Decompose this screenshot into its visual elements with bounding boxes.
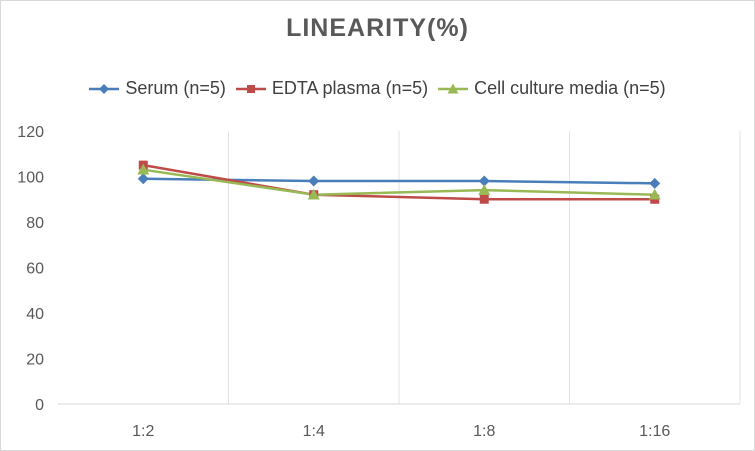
series-3-point	[648, 188, 661, 200]
y-tick-label: 40	[26, 306, 44, 323]
legend-label: Cell culture media (n=5)	[474, 78, 666, 98]
legend-swatch	[438, 83, 469, 93]
x-tick-label: 1:2	[132, 423, 154, 440]
series-1-point	[308, 175, 320, 187]
legend-item: Cell culture media (n=5)	[438, 78, 666, 99]
x-tick-label: 1:8	[473, 423, 495, 440]
series-3-point	[307, 188, 320, 200]
chart-title: LINEARITY(%)	[286, 14, 469, 42]
legend-item: Serum (n=5)	[89, 78, 226, 99]
x-tick-label: 1:4	[303, 423, 325, 440]
legend-swatch	[89, 83, 120, 94]
series-line-2	[143, 163, 655, 201]
series-line-3	[143, 168, 655, 196]
series-2-point	[479, 194, 489, 204]
legend-label: EDTA plasma (n=5)	[271, 78, 429, 98]
x-tick-label: 1:16	[639, 423, 670, 440]
series-3-point	[137, 163, 150, 175]
series-1-point	[137, 173, 149, 185]
legend-label: Serum (n=5)	[125, 78, 226, 98]
series-3-point	[478, 184, 491, 195]
legend-item: EDTA plasma (n=5)	[235, 78, 429, 99]
y-tick-label: 80	[26, 215, 44, 232]
y-tick-label: 60	[26, 261, 44, 278]
series-1-point	[478, 175, 490, 187]
y-tick-label: 120	[17, 124, 44, 141]
y-tick-label: 20	[26, 352, 44, 369]
y-tick-label: 100	[17, 170, 44, 187]
legend: Serum (n=5) EDTA plasma (n=5) Cell culture…	[0, 78, 755, 99]
series-1-point	[649, 177, 661, 189]
y-tick-label: 0	[35, 397, 44, 414]
legend-swatch	[235, 84, 266, 93]
